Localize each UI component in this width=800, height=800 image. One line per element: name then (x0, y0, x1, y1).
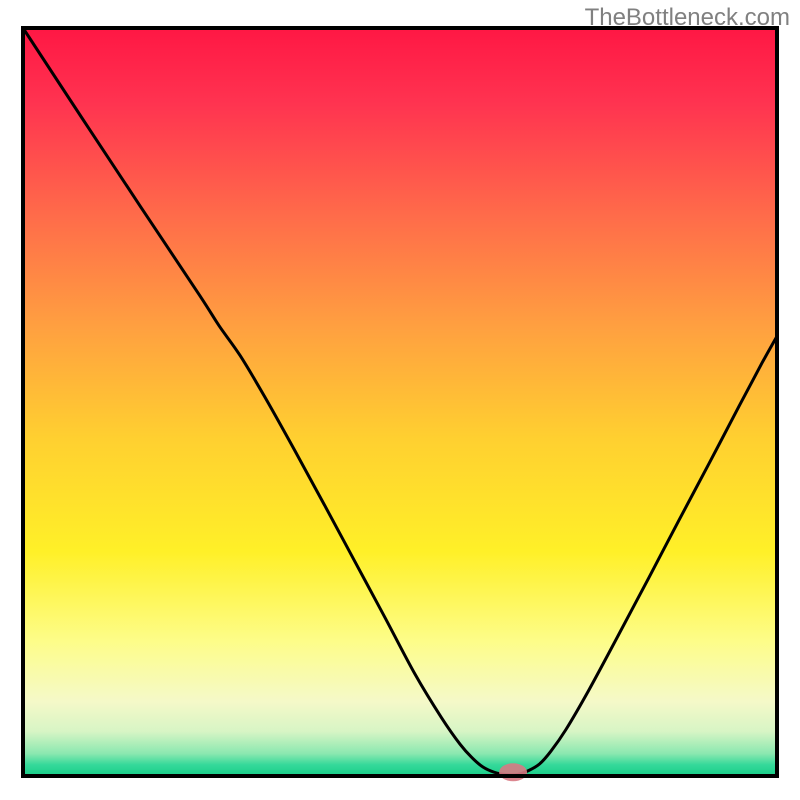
bottleneck-chart (0, 0, 800, 800)
gradient-background (23, 28, 777, 776)
optimal-point-marker (499, 763, 527, 781)
watermark-text: TheBottleneck.com (585, 4, 790, 32)
chart-container: TheBottleneck.com (0, 0, 800, 800)
